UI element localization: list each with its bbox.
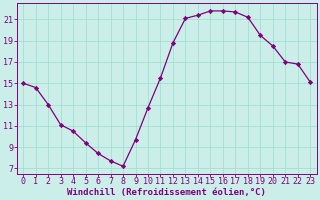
X-axis label: Windchill (Refroidissement éolien,°C): Windchill (Refroidissement éolien,°C) (67, 188, 266, 197)
